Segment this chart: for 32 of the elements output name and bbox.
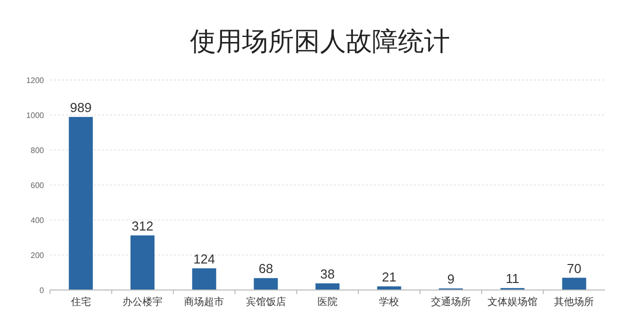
bar [562, 278, 586, 290]
bar [192, 268, 216, 290]
x-tick-label: 文体娱场馆 [488, 296, 538, 308]
y-tick-label: 800 [30, 146, 45, 155]
data-label: 9 [447, 271, 454, 286]
x-tick-label: 学校 [379, 296, 400, 308]
bar [68, 116, 93, 290]
chart-title: 使用场所困人故障统计 [190, 26, 450, 56]
y-tick-label: 600 [30, 181, 45, 190]
data-label: 312 [132, 218, 154, 234]
data-label: 124 [193, 251, 216, 266]
y-tick-label: 400 [30, 216, 45, 225]
y-tick-label: 200 [30, 251, 45, 260]
y-tick-label: 1200 [26, 76, 45, 85]
x-tick-label: 办公楼宇 [122, 296, 162, 308]
y-tick-label: 1000 [26, 111, 45, 120]
data-label: 21 [382, 269, 396, 284]
bar [316, 283, 340, 290]
x-tick-label: 医院 [318, 296, 338, 308]
bar [254, 278, 278, 290]
x-tick-label: 其他场所 [554, 296, 594, 308]
data-label: 38 [320, 266, 335, 282]
x-tick-label: 住宅 [70, 296, 91, 308]
data-label: 68 [258, 261, 274, 276]
x-tick-label: 交通场所 [430, 296, 471, 308]
x-tick-label: 商场超市 [184, 296, 224, 308]
y-tick-label: 0 [40, 286, 45, 295]
data-label: 11 [506, 271, 520, 286]
bar [130, 235, 154, 290]
data-label: 989 [70, 100, 92, 115]
data-label: 70 [566, 260, 582, 276]
x-tick-label: 宾馆饭店 [246, 296, 286, 308]
